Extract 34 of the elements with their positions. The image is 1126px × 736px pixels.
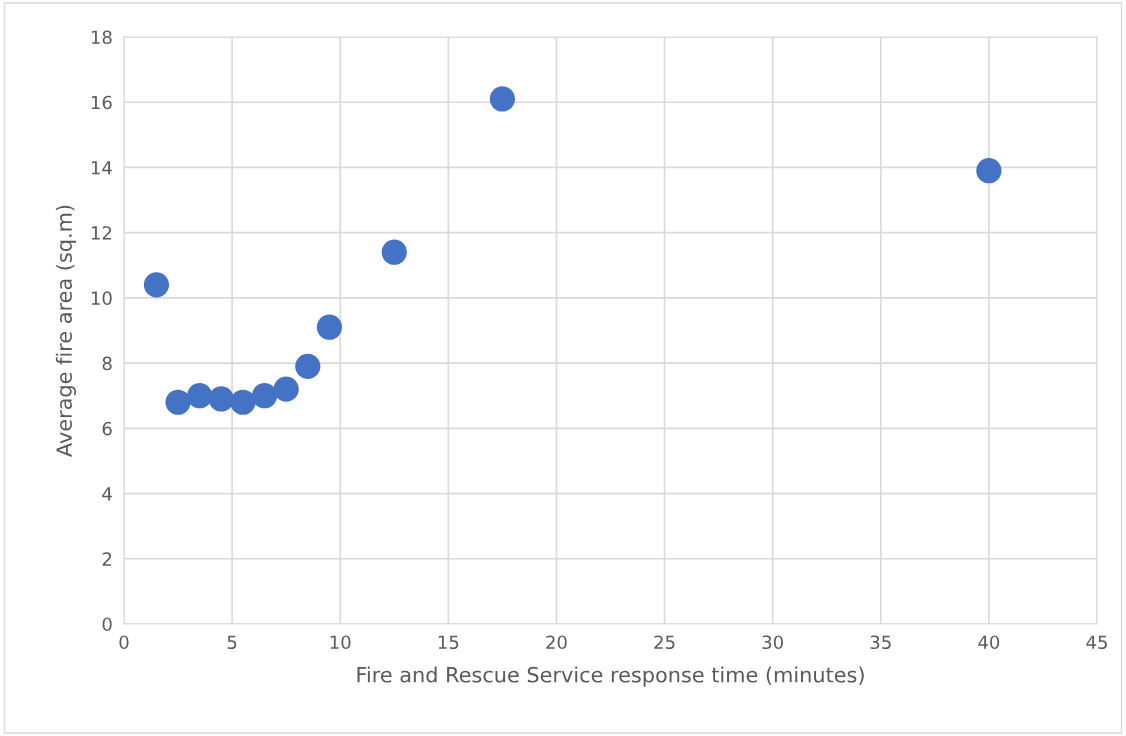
x-tick-label: 45 [1086,635,1107,650]
y-tick-label: 0 [102,617,112,632]
point [143,272,170,298]
y-tick-label: 16 [91,95,112,110]
point [251,383,278,409]
y-tick-label: 2 [102,552,112,566]
point [273,376,299,402]
x-axis-title: Fire and Rescue Service response time (minutes) [357,666,864,687]
x-tick-label: 0 [119,635,129,650]
x-tick-label: 30 [762,635,783,650]
y-tick-label: 8 [102,356,112,371]
point [165,389,191,415]
point [208,386,234,412]
point [381,239,407,265]
x-tick-label: 40 [978,635,1000,650]
x-tick-label: 20 [546,635,567,650]
x-tick-label: 25 [654,635,675,650]
point [976,158,1002,184]
x-tick-label: 35 [870,635,891,650]
y-tick-label: 6 [102,421,112,436]
y-tick-label: 10 [91,291,112,306]
x-tick-label: 15 [438,635,459,650]
x-tick-label: 5 [227,635,237,650]
y-tick-label: 14 [91,161,112,175]
point [489,86,515,112]
point [295,353,321,379]
point [187,383,213,409]
y-tick-label: 12 [91,226,112,240]
y-axis-title: Average fire area (sq.m) [55,205,77,457]
x-tick-label: 10 [330,635,351,650]
point [230,389,256,415]
point [316,314,343,340]
y-tick-label: 18 [91,30,112,45]
y-tick-label: 4 [102,487,112,501]
